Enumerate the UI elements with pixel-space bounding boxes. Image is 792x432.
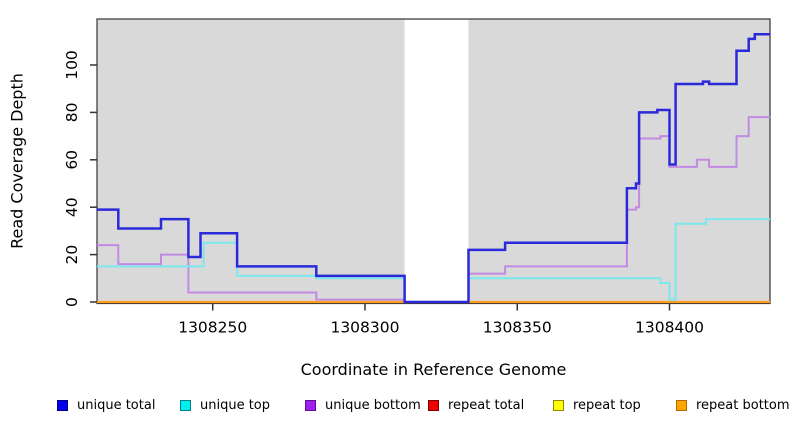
series-line-unique-total: [97, 32, 770, 304]
x-axis-title: Coordinate in Reference Genome: [300, 360, 567, 379]
y-axis-title: Read Coverage Depth: [7, 73, 27, 249]
uncovered-region-band: [404, 19, 469, 304]
x-axis-tick-label: 1308400: [635, 319, 704, 337]
x-axis-tick-label: 1308350: [483, 319, 552, 337]
y-axis-tick-label: 0: [63, 297, 81, 307]
x-axis-tick-label: 1308250: [178, 319, 247, 337]
y-axis-tick-label: 100: [63, 50, 81, 80]
series-line-unique-bottom: [97, 116, 770, 303]
x-axis-tick-label: 1308300: [330, 319, 399, 337]
y-axis-tick-label: 40: [63, 197, 81, 217]
y-axis-tick-label: 20: [63, 245, 81, 265]
plot-frame: [96, 18, 771, 305]
y-axis-tick-label: 60: [63, 150, 81, 170]
y-axis-tick-label: 80: [63, 103, 81, 123]
